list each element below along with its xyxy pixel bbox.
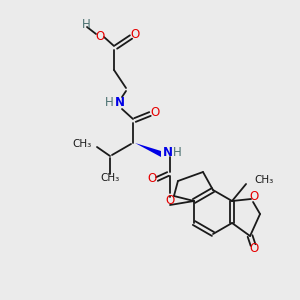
Text: O: O (150, 106, 160, 119)
Text: CH₃: CH₃ (100, 173, 120, 183)
Text: CH₃: CH₃ (254, 175, 273, 185)
Polygon shape (135, 143, 161, 157)
Text: N: N (163, 146, 173, 158)
Text: O: O (165, 194, 175, 208)
Text: CH₃: CH₃ (73, 139, 92, 149)
Text: O: O (249, 242, 259, 254)
Text: H: H (172, 146, 182, 158)
Text: O: O (249, 190, 259, 203)
Text: O: O (95, 31, 105, 44)
Text: O: O (130, 28, 140, 41)
Text: H: H (82, 17, 90, 31)
Text: O: O (147, 172, 157, 184)
Text: H: H (105, 97, 113, 110)
Text: N: N (115, 97, 125, 110)
